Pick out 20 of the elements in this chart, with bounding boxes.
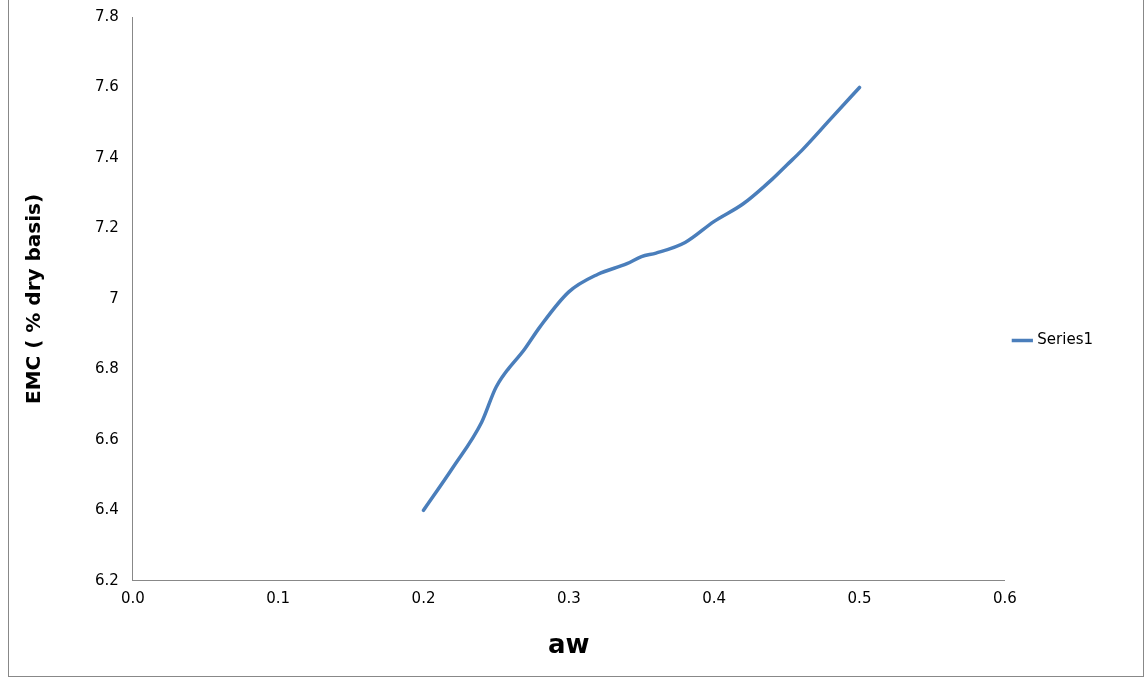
x-tick-label: 0.2: [411, 588, 436, 607]
y-tick-label: 6.6: [95, 429, 119, 448]
y-tick-label: 7: [109, 288, 119, 307]
legend-label: Series1: [1037, 330, 1093, 349]
x-tick-label: 0.0: [120, 588, 145, 607]
y-tick-label: 7.6: [95, 77, 119, 96]
x-tick-label: 0.1: [266, 588, 291, 607]
x-tick-label: 0.6: [992, 588, 1017, 607]
x-tick-label: 0.5: [847, 588, 872, 607]
y-tick-label: 7.8: [95, 6, 119, 25]
y-tick-label: 6.4: [95, 500, 119, 519]
line-series: [421, 85, 862, 513]
x-tick-label: 0.3: [556, 588, 581, 607]
y-tick-label: 6.8: [95, 359, 119, 378]
x-axis-title: aw: [548, 629, 590, 660]
y-tick-label: 7.2: [95, 218, 119, 237]
y-tick-label: 6.2: [95, 570, 119, 589]
y-tick-label: 7.4: [95, 147, 119, 166]
y-axis-title: EMC ( % dry basis): [21, 193, 46, 404]
x-tick-label: 0.4: [702, 588, 727, 607]
